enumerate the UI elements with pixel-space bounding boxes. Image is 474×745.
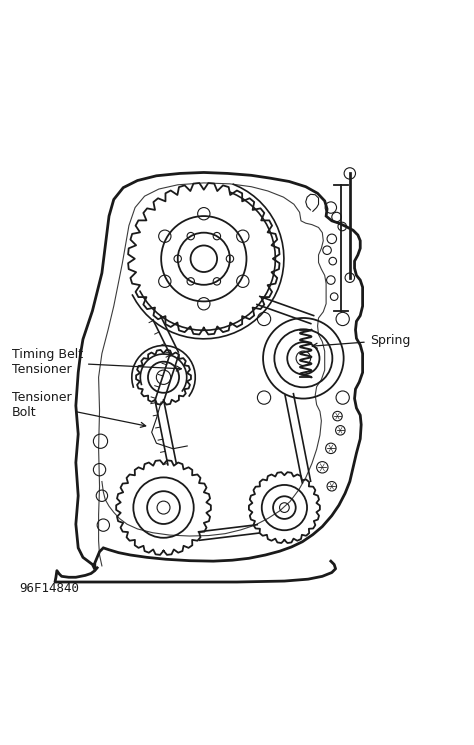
Text: Timing Belt
Tensioner: Timing Belt Tensioner [12, 348, 182, 376]
Text: Tensioner
Bolt: Tensioner Bolt [12, 390, 146, 428]
Text: Spring: Spring [312, 334, 410, 348]
Text: 96F14840: 96F14840 [19, 583, 79, 595]
